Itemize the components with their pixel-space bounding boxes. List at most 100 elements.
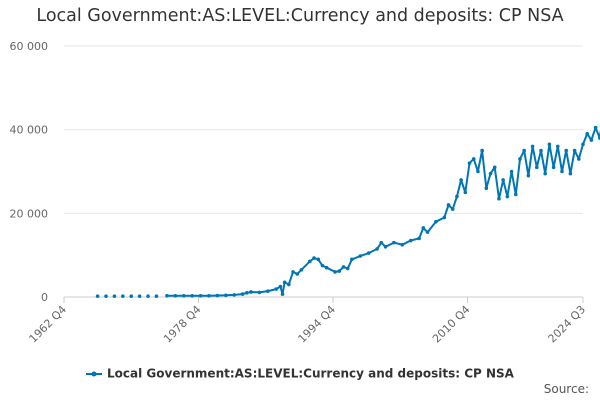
y-tick-label: 0 [41,291,48,304]
data-point[interactable] [287,282,291,287]
data-point[interactable] [463,190,468,195]
data-point[interactable] [509,169,514,174]
data-point[interactable] [337,269,342,273]
series-line[interactable] [167,83,600,297]
data-point[interactable] [129,294,134,298]
data-point[interactable] [467,161,472,165]
data-point[interactable] [308,259,312,264]
data-point[interactable] [450,207,455,211]
data-point[interactable] [282,280,287,285]
data-point[interactable] [480,148,484,153]
data-point[interactable] [232,293,236,297]
data-point[interactable] [257,290,262,295]
data-point[interactable] [291,270,295,274]
data-point[interactable] [223,293,228,298]
data-point[interactable] [341,265,346,269]
data-point[interactable] [589,138,594,142]
data-point[interactable] [446,203,451,207]
data-point[interactable] [459,178,463,182]
data-point[interactable] [350,257,354,262]
data-point[interactable] [278,284,283,289]
data-point[interactable] [358,254,363,258]
data-point[interactable] [572,148,577,153]
data-point[interactable] [95,294,100,298]
data-point[interactable] [513,192,518,197]
data-point[interactable] [266,289,270,293]
data-point[interactable] [417,236,421,241]
data-point[interactable] [333,270,337,274]
data-point[interactable] [455,194,459,199]
data-point[interactable] [543,171,547,176]
data-point[interactable] [539,148,543,153]
data-point[interactable] [442,215,447,220]
data-point[interactable] [425,230,430,234]
data-point[interactable] [240,292,245,296]
data-point[interactable] [173,293,178,298]
data-point[interactable] [316,257,321,262]
x-tick-label: 1962 Q4 [27,303,70,346]
data-point[interactable] [471,157,476,161]
data-point[interactable] [379,240,384,245]
data-point[interactable] [383,245,388,249]
data-point[interactable] [530,144,535,149]
data-point[interactable] [320,263,325,268]
data-point[interactable] [497,196,501,201]
data-point[interactable] [392,240,396,245]
data-point[interactable] [146,294,150,298]
data-point[interactable] [104,294,108,298]
data-point[interactable] [112,294,117,298]
legend[interactable]: Local Government:AS:LEVEL:Currency and d… [0,366,600,381]
data-point[interactable] [400,242,405,247]
grid-layer [64,45,583,298]
data-point[interactable] [581,142,585,147]
y-tick-label: 40 000 [10,124,49,137]
data-point[interactable] [505,194,510,199]
data-point[interactable] [551,165,556,170]
data-point[interactable] [137,294,142,298]
data-point[interactable] [245,291,249,295]
data-point[interactable] [274,287,279,291]
data-point[interactable] [555,144,560,149]
x-tick-label: 1994 Q4 [296,303,339,346]
data-point[interactable] [312,256,316,260]
data-point[interactable] [534,165,539,170]
data-point[interactable] [476,169,480,174]
data-point[interactable] [484,186,489,191]
data-point[interactable] [280,292,285,296]
data-point[interactable] [547,142,552,147]
data-point[interactable] [121,294,125,298]
data-point[interactable] [593,125,598,130]
data-point[interactable] [366,251,371,255]
data-point[interactable] [526,173,531,178]
data-point[interactable] [375,247,379,251]
data-point[interactable] [207,293,211,298]
data-point[interactable] [408,238,413,243]
data-point[interactable] [585,132,590,136]
data-point[interactable] [215,293,220,298]
chart-title: Local Government:AS:LEVEL:Currency and d… [36,6,564,26]
data-point[interactable] [568,171,573,176]
data-point[interactable] [434,219,438,224]
data-point[interactable] [576,157,581,161]
data-point[interactable] [492,165,497,170]
data-point[interactable] [522,148,526,153]
data-point[interactable] [488,171,493,176]
data-point[interactable] [249,290,253,294]
data-point[interactable] [345,266,350,271]
data-point[interactable] [190,293,194,298]
data-point[interactable] [165,293,169,298]
data-point[interactable] [518,157,522,161]
source-label: Source: [543,382,589,396]
data-point[interactable] [154,294,159,298]
data-point[interactable] [560,169,564,174]
data-point[interactable] [295,272,300,276]
data-point[interactable] [501,178,505,182]
data-point[interactable] [564,148,568,153]
data-point[interactable] [299,268,304,272]
data-point[interactable] [324,265,329,270]
data-point[interactable] [181,293,186,298]
y-tick-label: 60 000 [10,40,49,53]
data-point[interactable] [198,293,203,298]
data-point[interactable] [421,226,426,230]
